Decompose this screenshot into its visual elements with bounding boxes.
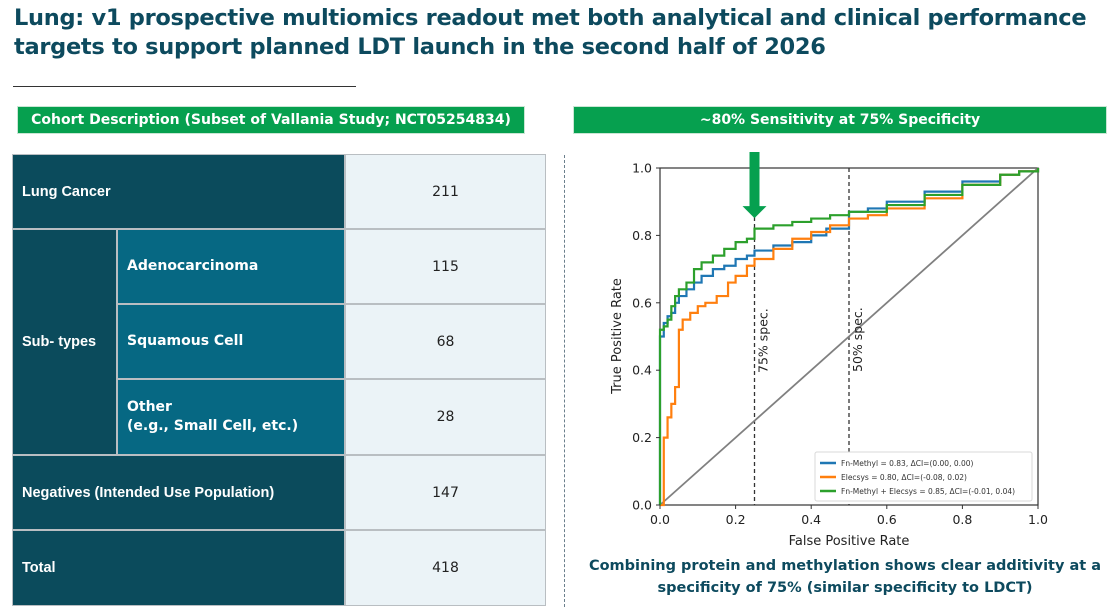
chart-legend: Fn-Methyl = 0.83, ΔCI=(0.00, 0.00) Elecs… — [814, 451, 1033, 502]
row-value-total: 418 — [346, 531, 545, 605]
row-label-other-line2: (e.g., Small Cell, etc.) — [127, 418, 299, 434]
x-axis-label: False Positive Rate — [789, 534, 910, 549]
title-bold: Lung: — [14, 5, 84, 31]
x-tick-label: 0.8 — [952, 512, 972, 527]
row-label-adenocarcinoma: Adenocarcinoma — [118, 230, 344, 303]
series-lines — [658, 167, 1040, 507]
sensitivity-banner: ~80% Sensitivity at 75% Specificity — [573, 106, 1107, 134]
ref-line-label-50-spec: 50% spec. — [850, 307, 865, 372]
legend-label-elecsys: Elecsys = 0.80, ΔCI=(-0.08, 0.02) — [841, 473, 967, 482]
subtypes-group-label: Sub- types — [13, 230, 116, 454]
page-title: Lung: v1 prospective multiomics readout … — [14, 4, 1104, 62]
chart-caption: Combining protein and methylation shows … — [588, 558, 1102, 596]
row-label-other: Other (e.g., Small Cell, etc.) — [118, 380, 344, 454]
row-label-other-line1: Other — [127, 399, 172, 415]
series-line-elecsys — [660, 168, 1040, 507]
y-tick-label: 0.6 — [632, 295, 652, 310]
cohort-table: Lung Cancer 211 Sub- types Adenocarcinom… — [12, 154, 546, 606]
row-value-other: 28 — [346, 380, 545, 454]
legend-label-fn-methyl: Fn-Methyl = 0.83, ΔCI=(0.00, 0.00) — [841, 459, 974, 468]
section-divider — [564, 155, 565, 607]
x-tick-label: 0.2 — [726, 512, 746, 527]
x-tick-label: 1.0 — [1028, 512, 1048, 527]
row-value-squamous-cell: 68 — [346, 305, 545, 378]
x-tick-label: 0.4 — [801, 512, 821, 527]
row-value-lung-cancer: 211 — [346, 155, 545, 228]
row-label-total: Total — [13, 531, 344, 605]
y-tick-label: 0.2 — [632, 430, 652, 445]
x-tick-label: 0.0 — [650, 512, 670, 527]
green-arrow-icon — [742, 152, 767, 219]
tick-labels: 0.0 0.2 0.4 0.6 0.8 1.0 0.0 0.2 0.4 0.6 0.8 1.0 — [632, 161, 1048, 528]
series-line-chance — [659, 167, 1039, 506]
row-label-squamous-cell: Squamous Cell — [118, 305, 344, 378]
row-label-lung-cancer: Lung Cancer — [13, 155, 344, 228]
row-label-negatives: Negatives (Intended Use Population) — [13, 456, 344, 529]
row-value-adenocarcinoma: 115 — [346, 230, 545, 303]
ref-line-label-75-spec: 75% spec. — [756, 308, 771, 373]
cohort-banner: Cohort Description (Subset of Vallania S… — [17, 106, 525, 134]
x-tick-label: 0.6 — [877, 512, 897, 527]
title-rest: v1 prospective multiomics readout met bo… — [14, 5, 1087, 60]
y-axis-label: True Positive Rate — [610, 278, 625, 395]
series-line-combined — [658, 168, 1040, 505]
y-tick-label: 0.0 — [632, 498, 652, 513]
row-value-negatives: 147 — [346, 456, 545, 529]
y-tick-label: 0.8 — [632, 228, 652, 243]
arrow-shape — [742, 152, 767, 219]
legend-label-combined: Fn-Methyl + Elecsys = 0.85, ΔCI=(-0.01, … — [841, 487, 1015, 496]
y-tick-label: 0.4 — [632, 363, 652, 378]
title-divider — [13, 86, 356, 87]
y-tick-label: 1.0 — [632, 161, 652, 176]
